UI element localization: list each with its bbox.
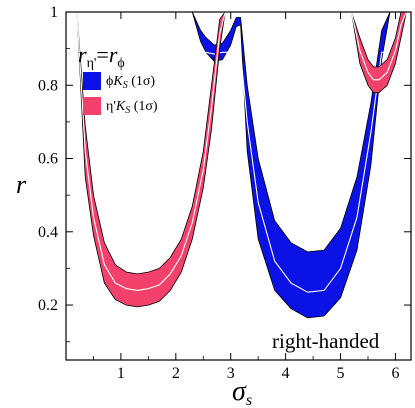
central-line-1: [76, 12, 226, 291]
y-tick-label: 0.2: [38, 297, 58, 314]
y-tick-label: 0.4: [38, 224, 58, 241]
plot-area: [76, 12, 407, 319]
x-tick-label: 5: [337, 365, 345, 382]
legend-title: rη'=rϕ: [78, 42, 125, 71]
band-1: [76, 12, 226, 308]
x-tick-label: 3: [227, 365, 235, 382]
axis-ticks: [66, 11, 411, 360]
band-0: [191, 12, 391, 319]
central-line-0: [192, 51, 390, 293]
tick-labels: 1 2 3 4 5 6 0.2 0.4 0.6 0.8 1: [38, 4, 399, 382]
central-line-2: [350, 12, 407, 81]
x-tick-label: 2: [172, 365, 180, 382]
y-tick-label: 1: [50, 4, 58, 21]
x-tick-label: 1: [117, 365, 125, 382]
legend-label-etaks: η'KS (1σ): [106, 99, 158, 116]
y-tick-label: 0.8: [38, 77, 58, 94]
annotation-right-handed: right-handed: [272, 329, 380, 353]
legend-swatch-etaks: [83, 97, 101, 115]
x-tick-label: 6: [391, 365, 399, 382]
y-tick-label: 0.6: [38, 151, 58, 168]
y-axis-label: r: [16, 170, 27, 199]
legend-label-phiks: ϕKS (1σ): [106, 74, 155, 91]
x-tick-label: 4: [282, 365, 290, 382]
band-2: [351, 12, 407, 93]
legend: rη'=rϕ ϕKS (1σ) η'KS (1σ): [78, 42, 158, 116]
x-axis-label: σs: [232, 376, 252, 408]
plot-frame: [65, 11, 412, 361]
legend-swatch-phiks: [83, 72, 101, 90]
